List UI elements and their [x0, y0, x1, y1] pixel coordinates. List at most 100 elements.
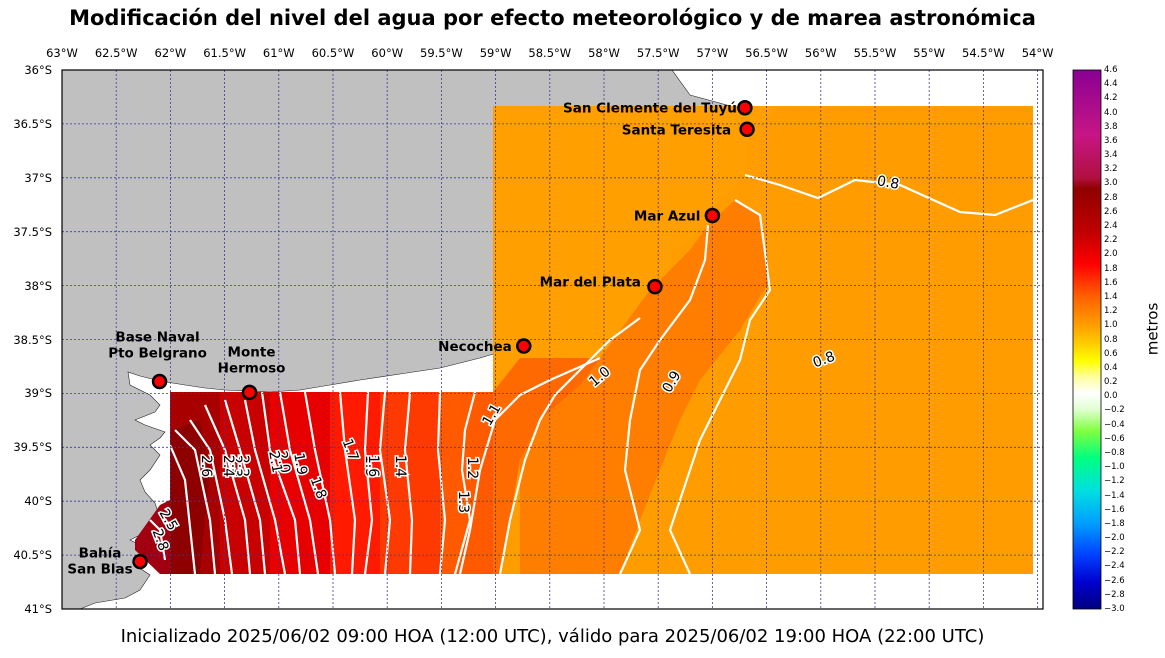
latitude-tick-label: 39.5°S	[13, 440, 52, 455]
contour-label: 1.3	[454, 489, 473, 514]
colorbar-tick-label: 1.0	[1104, 320, 1118, 331]
colorbar-tick-label: 0.4	[1104, 362, 1118, 373]
longitude-tick-label: 58.5°W	[528, 46, 572, 60]
colorbar-tick-label: 3.2	[1104, 164, 1118, 175]
contour-label: 1.5	[361, 453, 380, 478]
colorbar-tick-label: 2.4	[1104, 221, 1118, 232]
longitude-tick-label: 58°W	[588, 46, 620, 60]
contour-label: 2.2	[234, 453, 253, 478]
longitude-tick-label: 56.5°W	[745, 46, 788, 60]
station-marker	[737, 99, 753, 116]
longitude-tick-label: 57°W	[696, 46, 729, 60]
contour-label: 1.2	[463, 455, 482, 480]
station-marker	[516, 338, 532, 354]
latitude-tick-label: 40.5°S	[13, 548, 52, 563]
colorbar-tick-label: 4.4	[1104, 79, 1118, 90]
station-marker	[739, 121, 755, 138]
forecast-caption: Inicializado 2025/06/02 09:00 HOA (12:00…	[120, 626, 985, 647]
colorbar-tick-label: −1.0	[1104, 462, 1125, 473]
latitude-tick-label: 37°S	[24, 170, 52, 185]
station-marker	[151, 373, 168, 390]
latitude-tick-label: 39°S	[24, 386, 52, 401]
colorbar-tick-label: −2.8	[1104, 589, 1125, 600]
colorbar-tick-label: 1.4	[1104, 291, 1118, 302]
colorbar-tick-label: −0.6	[1104, 433, 1125, 444]
colorbar-tick-label: −0.8	[1104, 447, 1125, 458]
station-label: Mar del Plata	[540, 275, 641, 291]
latitude-tick-label: 41°S	[24, 602, 52, 616]
colorbar-tick-label: 3.0	[1104, 178, 1118, 189]
longitude-tick-label: 60°W	[371, 46, 404, 60]
contour-label: 2.1	[264, 448, 287, 476]
svg-text:0.8: 0.8	[876, 173, 901, 193]
station-markers: San Clemente del Tuyú Santa Teresita Mar A…	[67, 99, 755, 578]
colorbar-tick-label: 1.8	[1104, 263, 1118, 274]
colorbar-tick-label: 1.6	[1104, 277, 1118, 288]
colorbar-tick-label: 0.0	[1104, 391, 1118, 402]
contour-label: 1.9	[289, 450, 312, 478]
colorbar-tick-label: 1.2	[1104, 306, 1118, 317]
svg-text:1.5: 1.5	[362, 455, 378, 477]
svg-text:2.1: 2.1	[265, 450, 285, 475]
latitude-tick-label: 38°S	[24, 278, 52, 293]
colorbar-tick-label: 2.8	[1104, 192, 1118, 203]
longitude-tick-label: 59.5°W	[420, 46, 463, 60]
latitude-tick-label: 36.5°S	[13, 116, 52, 131]
longitude-tick-label: 62°W	[154, 46, 187, 60]
colorbar-tick-label: 2.2	[1104, 235, 1118, 246]
colorbar-tick-label: −2.0	[1104, 533, 1125, 544]
longitude-tick-label: 54°W	[1021, 46, 1054, 60]
svg-text:2.0: 2.0	[273, 450, 293, 475]
contour-label: 1.4	[391, 453, 410, 478]
longitude-tick-label: 57.5°W	[636, 46, 680, 60]
map-title: Modificación del nivel del agua por efec…	[69, 6, 1036, 30]
station-label: Monte Hermoso	[218, 344, 286, 376]
longitude-tick-label: 62.5°W	[94, 46, 138, 60]
map-area: 0.80.80.91.01.11.21.31.41.51.61.71.81.92…	[62, 70, 1043, 609]
station-marker	[241, 384, 258, 401]
longitude-tick-label: 56°W	[804, 46, 837, 60]
contour-label: 0.8	[874, 172, 902, 195]
colorbar-tick-label: 4.2	[1104, 93, 1118, 104]
station-marker	[704, 207, 721, 224]
station-label: Mar Azul	[634, 209, 700, 225]
longitude-tick-label: 63°W	[46, 46, 78, 60]
colorbar-tick-label: 4.6	[1104, 65, 1118, 75]
svg-text:1.3: 1.3	[455, 491, 471, 513]
colorbar-tick-label: 0.2	[1104, 377, 1118, 388]
colorbar-tick-label: 4.0	[1104, 107, 1118, 118]
latitude-tick-label: 36°S	[24, 63, 52, 77]
svg-text:2.3: 2.3	[228, 455, 244, 477]
colorbar	[1072, 69, 1102, 610]
colorbar-tick-label: −2.2	[1104, 547, 1125, 558]
station-label: Base Naval Pto Belgrano	[108, 330, 207, 362]
contour-label: 2.0	[272, 448, 295, 476]
contour-label: 2.3	[227, 453, 246, 478]
longitude-tick-label: 60.5°W	[311, 46, 355, 60]
colorbar-tick-label: −0.2	[1104, 405, 1125, 416]
colorbar-tick-label: −0.4	[1104, 419, 1125, 430]
colorbar-tick-label: 0.8	[1104, 334, 1118, 345]
station-marker	[647, 278, 663, 295]
longitude-tick-label: 59°W	[479, 46, 512, 60]
latitude-tick-label: 37.5°S	[13, 224, 52, 239]
colorbar-tick-label: 3.4	[1104, 150, 1118, 161]
contour-label: 2.6	[197, 453, 216, 478]
svg-text:1.6: 1.6	[365, 455, 381, 477]
svg-text:1.4: 1.4	[392, 455, 408, 477]
contour-label: 1.6	[364, 453, 383, 478]
colorbar-tick-label: −3.0	[1104, 604, 1125, 614]
colorbar-tick-label: 2.0	[1104, 249, 1118, 260]
water-level-field	[135, 106, 1033, 574]
colorbar-tick-label: −1.8	[1104, 518, 1125, 529]
station-label: San Clemente del Tuyú	[563, 101, 737, 117]
colorbar-tick-label: 2.6	[1104, 206, 1118, 217]
longitude-tick-label: 55.5°W	[853, 46, 897, 60]
graticule	[62, 70, 1043, 609]
svg-text:1.9: 1.9	[290, 452, 310, 477]
colorbar-tick-label: −2.4	[1104, 561, 1125, 572]
svg-text:2.2: 2.2	[235, 455, 251, 477]
colorbar-tick-label: 3.8	[1104, 121, 1118, 132]
map-frame	[61, 69, 1044, 610]
